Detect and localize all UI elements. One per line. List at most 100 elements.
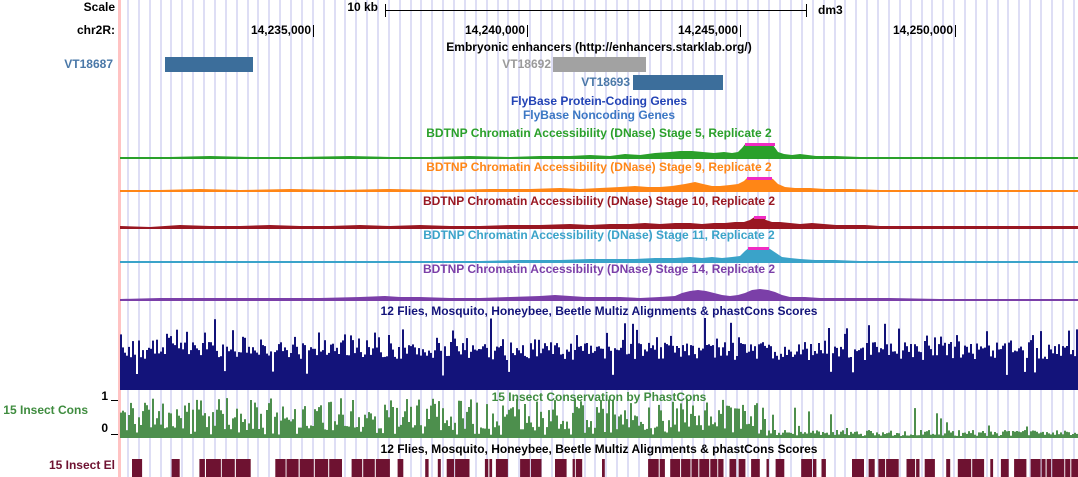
enhancer-label-vt18687: VT18687 xyxy=(64,57,113,71)
gridline xyxy=(844,0,847,477)
gridline xyxy=(887,0,890,477)
gridline xyxy=(909,0,912,477)
phastcons-footer-title: 12 Flies, Mosquito, Honeybee, Beetle Mul… xyxy=(380,442,818,456)
insect-elements-signal[interactable] xyxy=(120,459,1078,477)
gridline xyxy=(627,0,630,477)
gridline xyxy=(790,0,793,477)
gridline xyxy=(931,0,934,477)
dnase-signal[interactable] xyxy=(120,174,1078,192)
enhancer-box-vt18693[interactable] xyxy=(633,75,723,90)
gridline xyxy=(974,0,977,477)
gridline xyxy=(572,0,575,477)
gridline xyxy=(746,0,749,477)
enhancer-label-vt18693: VT18693 xyxy=(581,75,630,89)
gridline xyxy=(279,0,282,477)
gridline xyxy=(724,0,727,477)
dnase-track-title[interactable]: BDTNP Chromatin Accessibility (DNase) St… xyxy=(426,160,772,174)
gridline xyxy=(300,0,303,477)
gridline xyxy=(735,0,738,477)
gridline xyxy=(779,0,782,477)
gridline xyxy=(431,0,434,477)
dnase-signal[interactable] xyxy=(120,140,1078,159)
ruler-tick-mark xyxy=(955,25,956,37)
gridline xyxy=(257,0,260,477)
gridline xyxy=(246,0,249,477)
conservation-signal[interactable] xyxy=(120,398,1078,438)
conservation-left-label: 15 Insect Cons xyxy=(3,403,88,417)
gridline xyxy=(322,0,325,477)
dnase-signal[interactable] xyxy=(120,277,1078,301)
dnase-track-title[interactable]: BDTNP Chromatin Accessibility (DNase) St… xyxy=(422,194,776,208)
gridline xyxy=(670,0,673,477)
ruler-tick-mark xyxy=(313,25,314,37)
gridline xyxy=(920,0,923,477)
gridline xyxy=(833,0,836,477)
gridline xyxy=(181,0,184,477)
enhancer-box-vt18692[interactable] xyxy=(553,57,646,72)
gridline xyxy=(235,0,238,477)
dnase-track-title[interactable]: BDTNP Chromatin Accessibility (DNase) St… xyxy=(423,228,775,242)
gridline xyxy=(420,0,423,477)
ruler-tick-mark xyxy=(740,25,741,37)
gridline xyxy=(366,0,369,477)
gridline xyxy=(474,0,477,477)
gridline xyxy=(1007,0,1010,477)
gridline xyxy=(290,0,293,477)
gridline xyxy=(898,0,901,477)
gridline xyxy=(148,0,151,477)
gridline xyxy=(561,0,564,477)
gridline xyxy=(1072,0,1075,477)
region-start-marker xyxy=(118,0,121,477)
gridline xyxy=(496,0,499,477)
gridline xyxy=(800,0,803,477)
gridline xyxy=(529,0,532,477)
gridline xyxy=(637,0,640,477)
ruler-tick-label: 14,245,000 xyxy=(677,23,738,37)
gridline xyxy=(409,0,412,477)
conservation-axis-max: 1 xyxy=(101,389,108,403)
gridline xyxy=(333,0,336,477)
flybase-protein-coding-title[interactable]: FlyBase Protein-Coding Genes xyxy=(510,94,688,108)
ruler-tick-label: 14,250,000 xyxy=(892,23,953,37)
insect-elements-label: 15 Insect El xyxy=(48,458,115,472)
gridline xyxy=(137,0,140,477)
gridline xyxy=(192,0,195,477)
dnase-signal[interactable] xyxy=(120,242,1078,263)
gridline xyxy=(855,0,858,477)
gridline xyxy=(1040,0,1043,477)
conservation-track-title[interactable]: 15 Insect Conservation by PhastCons xyxy=(491,390,707,404)
gridline xyxy=(355,0,358,477)
flybase-noncoding-title[interactable]: FlyBase Noncoding Genes xyxy=(522,108,676,122)
gridline xyxy=(550,0,553,477)
gridline xyxy=(768,0,771,477)
gridline xyxy=(953,0,956,477)
gridline xyxy=(659,0,662,477)
multiz-signal[interactable] xyxy=(120,318,1078,390)
gridline xyxy=(996,0,999,477)
dnase-track-title[interactable]: BDTNP Chromatin Accessibility (DNase) St… xyxy=(422,262,776,276)
gridline xyxy=(942,0,945,477)
gridline xyxy=(398,0,401,477)
gridline xyxy=(127,0,129,477)
dnase-track-title[interactable]: BDTNP Chromatin Accessibility (DNase) St… xyxy=(426,126,772,140)
gridline xyxy=(757,0,760,477)
gridline xyxy=(866,0,869,477)
gridline xyxy=(463,0,466,477)
gridline xyxy=(692,0,695,477)
ruler-tick-label: 14,240,000 xyxy=(464,23,525,37)
dnase-signal[interactable] xyxy=(120,208,1078,229)
gridline xyxy=(159,0,162,477)
enhancer-box-vt18687[interactable] xyxy=(165,57,253,72)
multiz-track-title[interactable]: 12 Flies, Mosquito, Honeybee, Beetle Mul… xyxy=(380,304,818,318)
gridline xyxy=(442,0,445,477)
gridline xyxy=(344,0,347,477)
gridline xyxy=(822,0,825,477)
enhancer-track-title: Embryonic enhancers (http://enhancers.st… xyxy=(446,40,752,54)
scale-value: 10 kb xyxy=(347,0,378,14)
scale-bar xyxy=(385,10,807,11)
gridline xyxy=(203,0,206,477)
gridline xyxy=(605,0,608,477)
gridline xyxy=(963,0,966,477)
axis-tick-bottom xyxy=(111,434,118,435)
ruler-tick-label: 14,235,000 xyxy=(250,23,311,37)
